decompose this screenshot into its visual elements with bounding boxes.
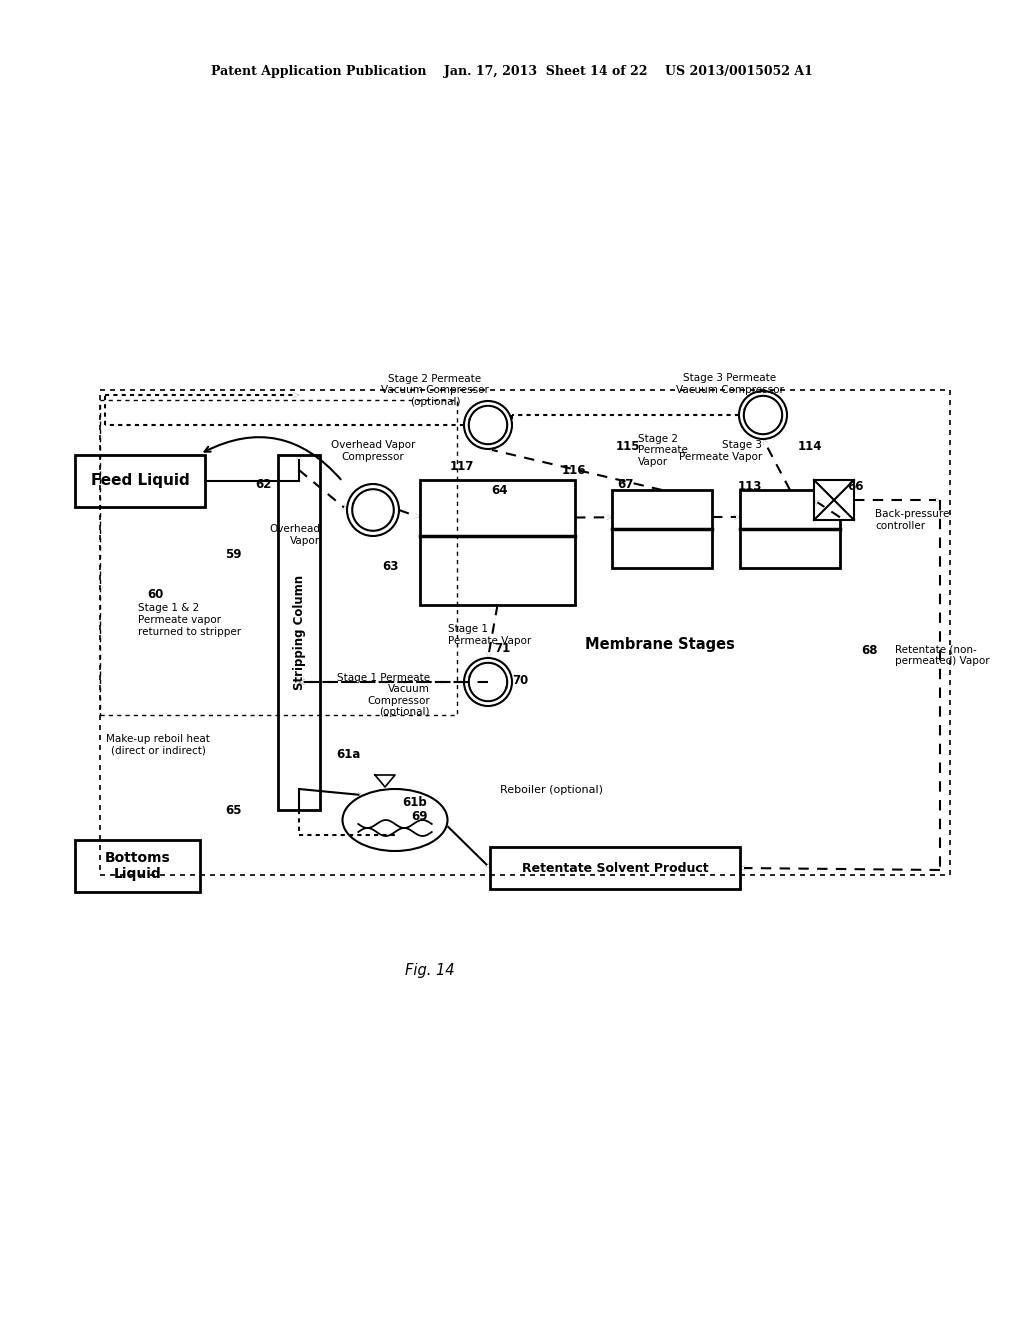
Text: 116: 116 — [562, 463, 587, 477]
FancyBboxPatch shape — [278, 455, 319, 810]
Text: 61b: 61b — [402, 796, 427, 808]
Text: 70: 70 — [512, 673, 528, 686]
Text: 59: 59 — [224, 549, 242, 561]
Text: Retentate Solvent Product: Retentate Solvent Product — [521, 862, 709, 874]
FancyBboxPatch shape — [612, 490, 712, 568]
Text: Stage 1
Permeate Vapor: Stage 1 Permeate Vapor — [449, 624, 531, 645]
Text: Membrane Stages: Membrane Stages — [585, 638, 735, 652]
FancyBboxPatch shape — [75, 455, 205, 507]
Text: 62: 62 — [255, 478, 271, 491]
Text: Stage 1 Permeate
Vacuum
Compressor
(optional): Stage 1 Permeate Vacuum Compressor (opti… — [337, 673, 430, 717]
FancyBboxPatch shape — [814, 480, 854, 520]
Text: Stage 3
Permeate Vapor: Stage 3 Permeate Vapor — [679, 441, 762, 462]
Text: 60: 60 — [146, 589, 163, 602]
Text: Reboiler (optional): Reboiler (optional) — [500, 785, 603, 795]
Text: 67: 67 — [616, 479, 633, 491]
Text: Feed Liquid: Feed Liquid — [91, 474, 189, 488]
Text: 61a: 61a — [336, 747, 360, 760]
FancyBboxPatch shape — [420, 480, 575, 605]
Text: Retentate (non-
permeated) Vapor: Retentate (non- permeated) Vapor — [895, 644, 989, 665]
Text: Stage 3 Permeate
Vacuum Compressor: Stage 3 Permeate Vacuum Compressor — [676, 374, 784, 395]
Text: 63: 63 — [382, 561, 398, 573]
Text: Stripping Column: Stripping Column — [293, 576, 305, 690]
Text: 65: 65 — [224, 804, 242, 817]
Text: 64: 64 — [492, 483, 508, 496]
Text: Make-up reboil heat
(direct or indirect): Make-up reboil heat (direct or indirect) — [106, 734, 210, 756]
Text: 69: 69 — [412, 810, 428, 824]
FancyBboxPatch shape — [490, 847, 740, 888]
Text: Stage 2 Permeate
Vacuum Compressor
(optional): Stage 2 Permeate Vacuum Compressor (opti… — [381, 374, 488, 407]
Text: Overhead Vapor
Compressor: Overhead Vapor Compressor — [331, 441, 415, 462]
FancyBboxPatch shape — [75, 840, 200, 892]
Text: Stage 1 & 2
Permeate vapor
returned to stripper: Stage 1 & 2 Permeate vapor returned to s… — [138, 603, 241, 636]
Text: Patent Application Publication    Jan. 17, 2013  Sheet 14 of 22    US 2013/00150: Patent Application Publication Jan. 17, … — [211, 66, 813, 78]
Text: 117: 117 — [450, 461, 474, 474]
Text: 66: 66 — [847, 480, 863, 494]
Text: Bottoms
Liquid: Bottoms Liquid — [104, 851, 170, 882]
FancyBboxPatch shape — [740, 490, 840, 568]
Text: Stage 2
Permeate
Vapor: Stage 2 Permeate Vapor — [638, 434, 688, 467]
Text: Overhead
Vapor: Overhead Vapor — [269, 524, 319, 545]
Text: 115: 115 — [615, 441, 640, 454]
Text: 113: 113 — [738, 480, 762, 494]
Text: 114: 114 — [798, 441, 822, 454]
Text: Back-pressure
controller: Back-pressure controller — [874, 510, 949, 531]
Text: 68: 68 — [862, 644, 879, 656]
Text: Fig. 14: Fig. 14 — [406, 962, 455, 978]
Text: 71: 71 — [494, 642, 510, 655]
